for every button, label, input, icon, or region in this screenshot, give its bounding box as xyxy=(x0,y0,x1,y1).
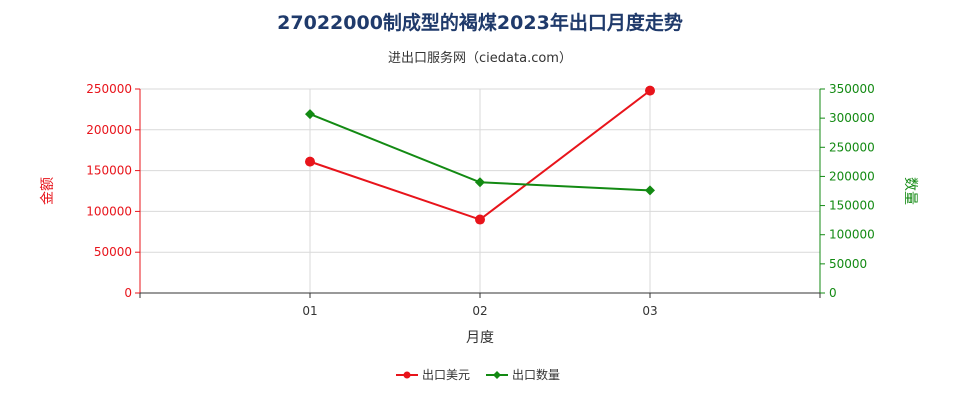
right-axis-title: 数量 xyxy=(902,177,918,205)
right-tick-label: 100000 xyxy=(829,228,875,242)
right-tick-label: 300000 xyxy=(829,111,875,125)
right-axis-ticks: 0 50000 100000 150000 200000 250000 300000 3500… xyxy=(820,82,875,300)
right-tick-label: 0 xyxy=(829,286,837,300)
x-tick-label: 03 xyxy=(642,304,657,318)
data-point-circle xyxy=(645,85,655,96)
data-point-circle xyxy=(305,156,315,167)
legend-marker-1 xyxy=(403,371,411,379)
left-tick-label: 50000 xyxy=(94,245,132,259)
x-axis-ticks: 01 02 03 xyxy=(139,293,821,318)
left-axis-title: 金额 xyxy=(40,177,56,205)
right-tick-label: 150000 xyxy=(829,199,875,213)
left-tick-label: 100000 xyxy=(86,204,132,218)
x-tick-label: 02 xyxy=(472,304,487,318)
left-tick-label: 250000 xyxy=(86,82,132,96)
left-tick-label: 0 xyxy=(124,286,132,300)
grid-lines xyxy=(140,88,821,293)
left-tick-label: 200000 xyxy=(86,123,132,137)
chart-title: 27022000制成型的褐煤2023年出口月度走势 xyxy=(277,11,683,34)
right-tick-label: 350000 xyxy=(829,82,875,96)
x-axis-title: 月度 xyxy=(466,330,494,346)
series-layer xyxy=(305,85,655,225)
legend-label-1: 出口美元 xyxy=(422,368,470,382)
right-tick-label: 200000 xyxy=(829,169,875,183)
chart-subtitle: 进出口服务网（ciedata.com） xyxy=(388,50,572,66)
right-tick-label: 250000 xyxy=(829,140,875,154)
data-point-circle xyxy=(475,214,485,225)
x-tick-label: 01 xyxy=(302,304,317,318)
data-point-diamond xyxy=(645,185,655,196)
left-tick-label: 150000 xyxy=(86,164,132,178)
legend-marker-2 xyxy=(493,371,501,379)
legend-label-2: 出口数量 xyxy=(512,367,560,382)
left-axis-ticks: 0 50000 100000 150000 200000 250000 xyxy=(86,82,140,300)
data-point-diamond xyxy=(305,109,315,120)
right-tick-label: 50000 xyxy=(829,257,867,271)
data-point-diamond xyxy=(475,177,485,188)
legend: 出口美元 出口数量 xyxy=(396,367,560,382)
